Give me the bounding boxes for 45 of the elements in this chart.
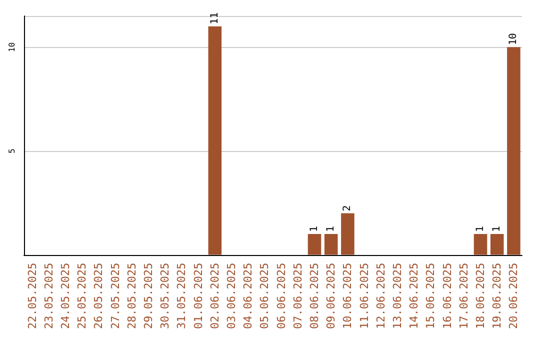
bar [208,26,222,255]
x-tick-label: 13.06.2025 [391,262,404,330]
x-tick-label: 09.06.2025 [324,262,338,330]
x-tick-label: 11.06.2025 [358,262,371,330]
data-label: 1 [309,226,320,232]
bar [474,234,488,255]
x-tick-label: 10.06.2025 [341,262,354,330]
x-tick-label: 04.06.2025 [242,262,255,330]
x-tick-label: 28.05.2025 [125,262,138,330]
x-tick-label: 18.06.2025 [474,262,487,330]
x-tick-label: 05.06.2025 [258,262,272,330]
data-label: 11 [209,12,220,24]
x-tick-label: 07.06.2025 [291,262,304,330]
x-tick-label: 06.06.2025 [274,262,288,330]
bar [324,234,338,255]
bar [341,213,354,255]
x-tick-label: 19.06.2025 [490,262,504,330]
x-tick-label: 16.06.2025 [440,262,454,330]
bar [490,234,504,255]
bar [308,234,322,255]
data-label: 1 [326,226,337,232]
x-tick-label: 27.05.2025 [108,262,122,330]
data-label: 1 [492,226,503,232]
x-tick-label: 25.05.2025 [76,262,89,330]
bar [507,47,520,255]
x-tick-label: 17.06.2025 [457,262,470,330]
x-tick-label: 26.05.2025 [92,262,106,330]
x-tick-label: 02.06.2025 [208,262,222,330]
data-label: 1 [475,226,486,232]
data-label: 2 [342,205,354,212]
x-tick-label: 29.05.2025 [142,262,155,330]
y-tick-label: 5 [8,148,16,154]
data-label: 10 [508,33,520,46]
x-tick-label: 23.05.2025 [42,262,56,330]
x-tick-label: 20.06.2025 [507,262,520,330]
x-tick-label: 15.06.2025 [424,262,438,330]
x-tick-label: 01.06.2025 [192,262,205,330]
x-tick-label: 12.06.2025 [374,262,388,330]
x-tick-label: 14.06.2025 [408,262,421,330]
x-tick-label: 30.05.2025 [158,262,172,330]
x-tick-label: 08.06.2025 [308,262,321,330]
x-tick-label: 31.05.2025 [175,262,188,330]
x-tick-label: 22.05.2025 [26,262,39,330]
x-tick-label: 24.05.2025 [59,262,72,330]
x-tick-label: 03.06.2025 [225,262,238,330]
